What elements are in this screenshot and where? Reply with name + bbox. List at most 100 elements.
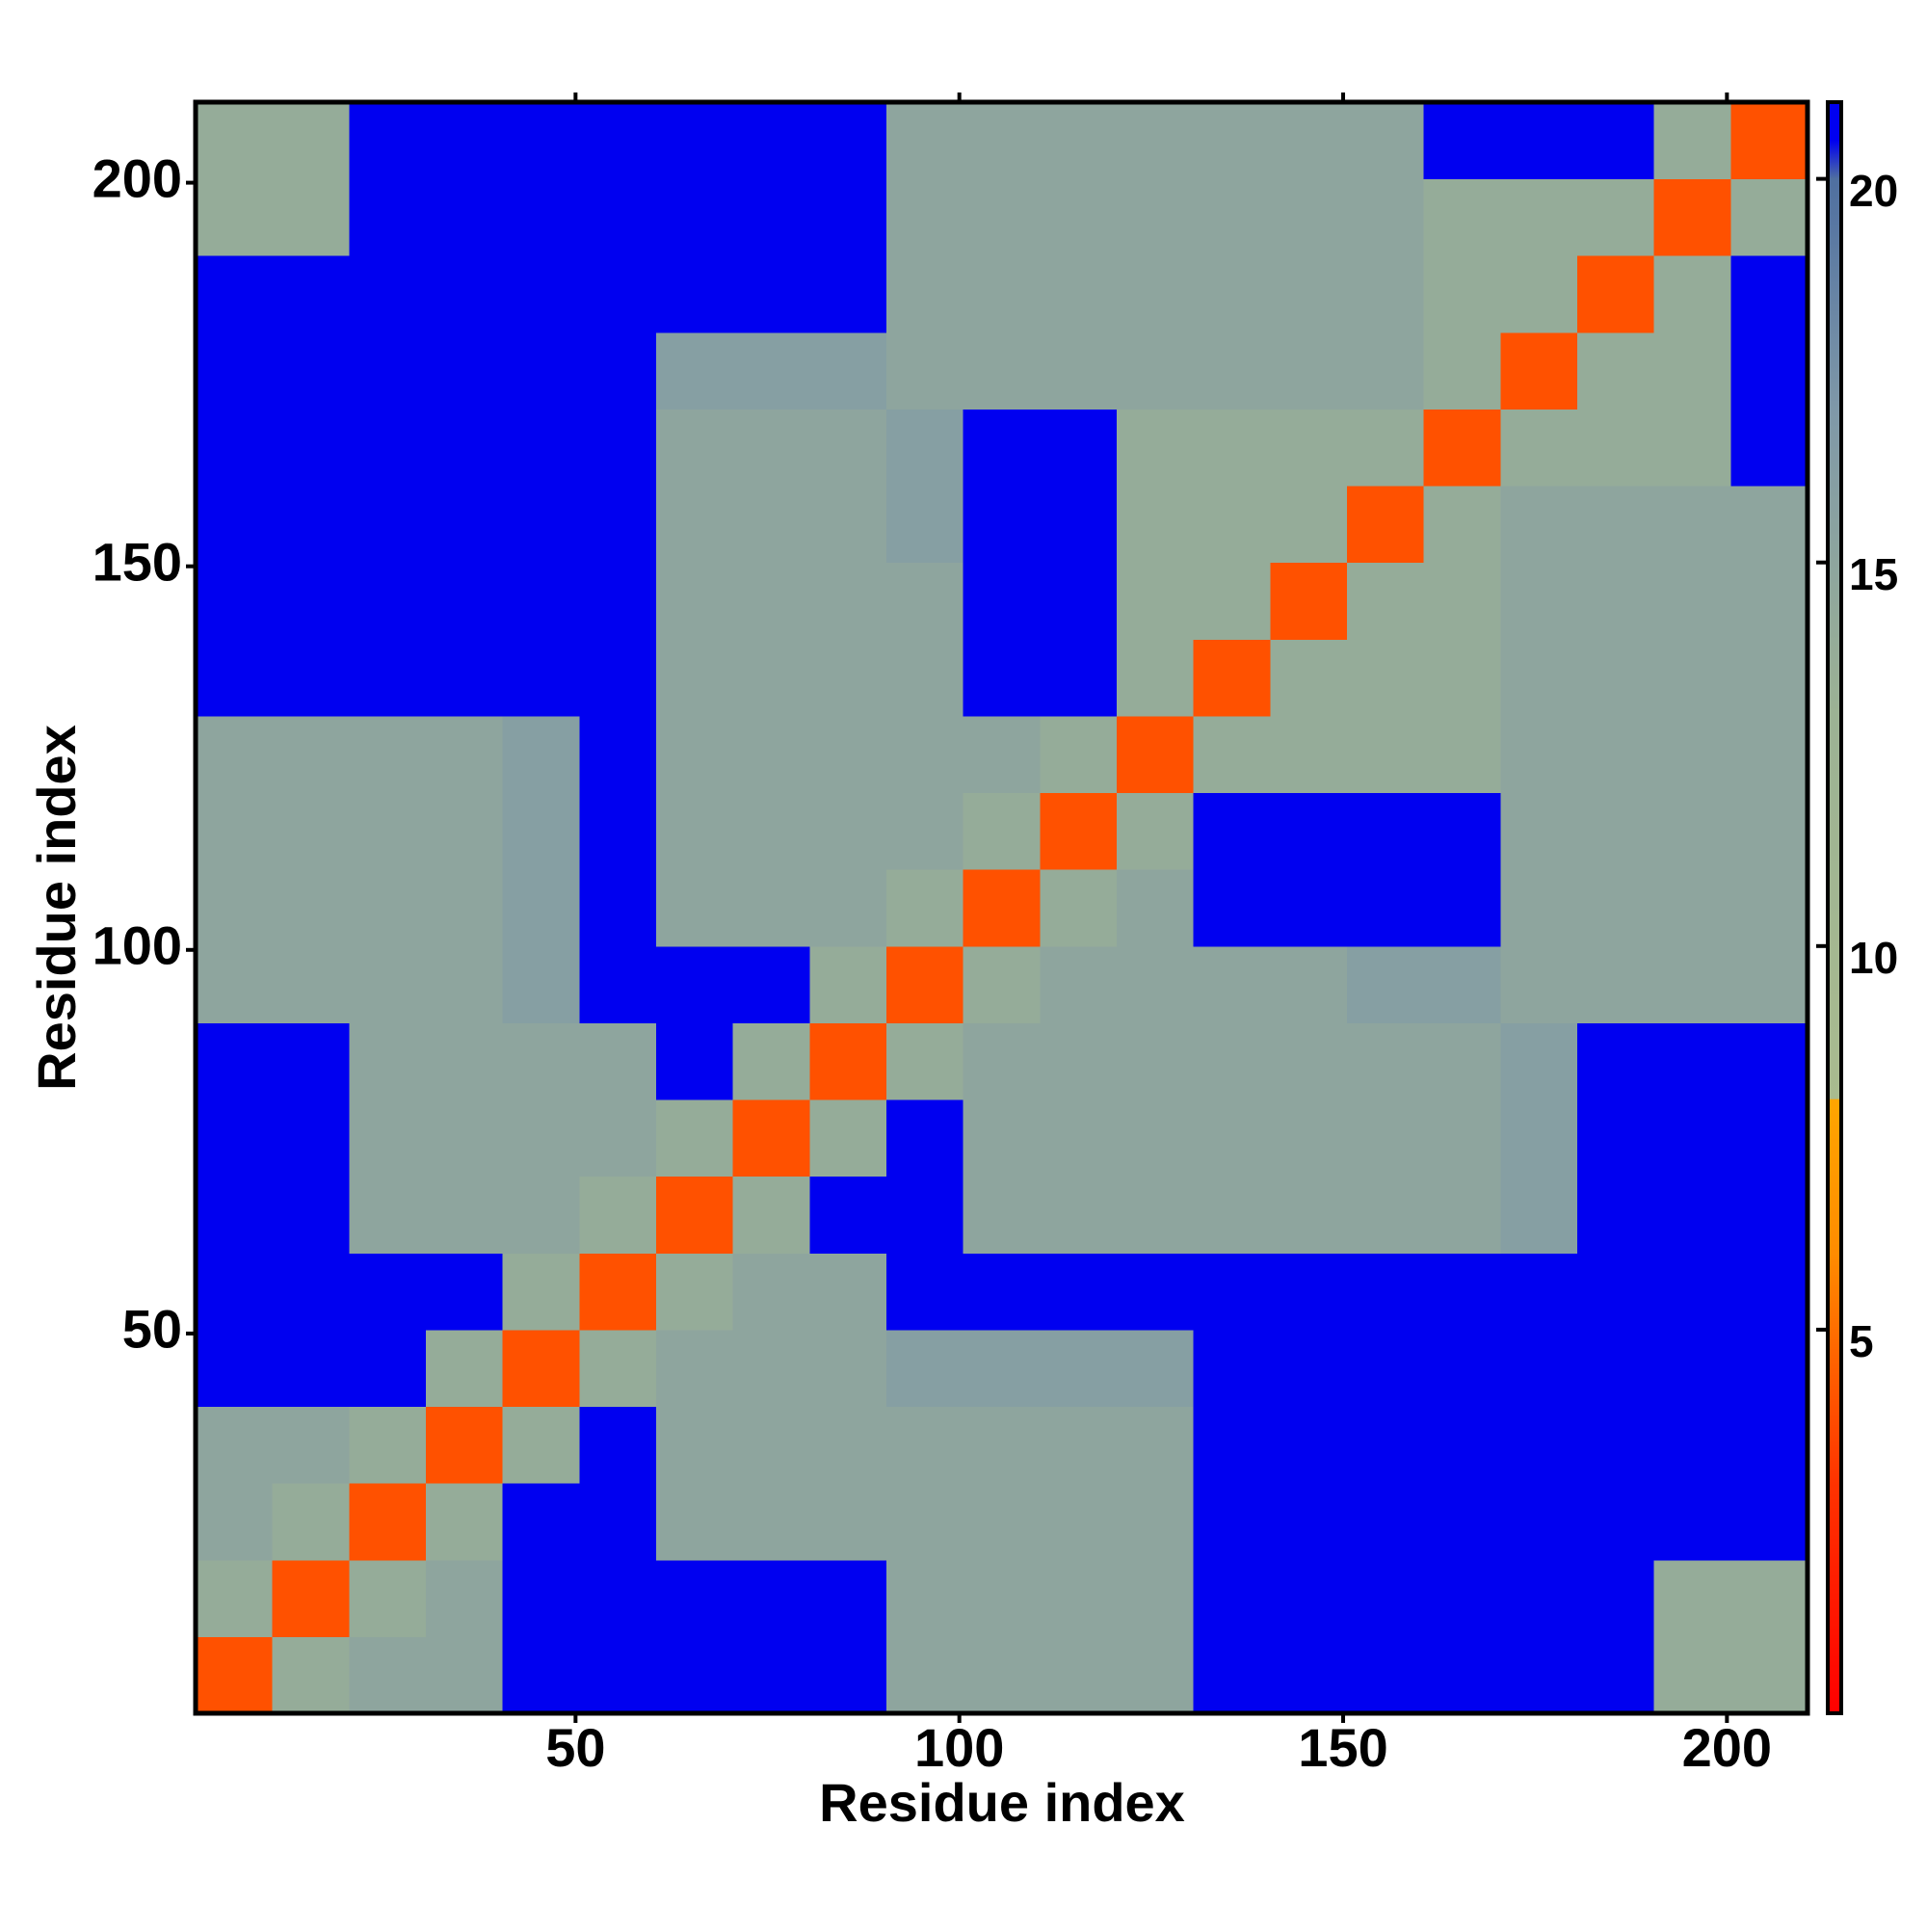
heatmap-cell [1193, 1406, 1271, 1484]
heatmap-cell [196, 255, 274, 333]
heatmap-cell [349, 331, 427, 410]
heatmap-cell [1730, 1022, 1808, 1100]
heatmap-cell [1577, 1559, 1655, 1637]
heatmap-cell [886, 1329, 964, 1408]
heatmap-cell [349, 639, 427, 717]
x-axis-title: Residue index [819, 1772, 1185, 1833]
heatmap-cell [963, 1636, 1041, 1714]
heatmap-cell [886, 1483, 964, 1561]
heatmap-cell [886, 255, 964, 333]
heatmap-cell [809, 1406, 887, 1484]
heatmap-cell [963, 1483, 1041, 1561]
heatmap-cell [656, 486, 734, 564]
heatmap-cell [1040, 409, 1118, 487]
heatmap-cell [1423, 792, 1501, 870]
heatmap-cell [1577, 1329, 1655, 1408]
y-tick-label: 100 [92, 915, 182, 976]
heatmap-cell [809, 945, 887, 1023]
heatmap-cell [1270, 331, 1348, 410]
heatmap-cell [1193, 102, 1271, 180]
heatmap-cell [1500, 1253, 1578, 1331]
heatmap-cell [1117, 945, 1195, 1023]
heatmap-cell [732, 869, 810, 947]
heatmap-cell [886, 486, 964, 564]
heatmap-cell [1653, 869, 1731, 947]
heatmap-cell [1500, 1099, 1578, 1178]
heatmap-cell [656, 409, 734, 487]
heatmap-cell [426, 102, 504, 180]
heatmap-cell [963, 562, 1041, 640]
heatmap-cell [1423, 1636, 1501, 1714]
heatmap-cell [1730, 1253, 1808, 1331]
heatmap-cell [1500, 1329, 1578, 1408]
heatmap-cell [1730, 1329, 1808, 1408]
heatmap-cell [1423, 715, 1501, 794]
heatmap-cell [1040, 715, 1118, 794]
heatmap-cell [656, 331, 734, 410]
heatmap-cell [502, 102, 580, 180]
heatmap-cell [426, 562, 504, 640]
heatmap-cell [1117, 869, 1195, 947]
heatmap-cell [196, 945, 274, 1023]
heatmap-cell [349, 1329, 427, 1408]
heatmap-cell [1730, 178, 1808, 256]
heatmap-cell [1730, 331, 1808, 410]
heatmap-cell [1730, 869, 1808, 947]
heatmap-cell [1347, 486, 1425, 564]
heatmap-cell [1577, 178, 1655, 256]
heatmap-cell [272, 486, 350, 564]
heatmap-cell [426, 1559, 504, 1637]
heatmap-cell [1423, 331, 1501, 410]
heatmap-cell [1270, 1559, 1348, 1637]
heatmap-cell [196, 1176, 274, 1254]
heatmap-cell [1577, 945, 1655, 1023]
x-tick-label: 200 [1682, 1717, 1772, 1778]
heatmap-cell [349, 1559, 427, 1637]
heatmap-cell [1577, 639, 1655, 717]
heatmap-cell [656, 1636, 734, 1714]
heatmap-cell [349, 1099, 427, 1178]
heatmap-cell [579, 486, 657, 564]
heatmap-cell [1423, 178, 1501, 256]
heatmap-cell [1577, 792, 1655, 870]
plot-frame [193, 99, 1810, 1716]
heatmap-cell [963, 1099, 1041, 1178]
heatmap-cell [1577, 562, 1655, 640]
heatmap-cell [809, 486, 887, 564]
heatmap-cell [1730, 792, 1808, 870]
heatmap-cell [579, 1176, 657, 1254]
heatmap-cell [1423, 409, 1501, 487]
heatmap-cell [656, 1253, 734, 1331]
heatmap-cell [1040, 1483, 1118, 1561]
heatmap-cell [1423, 1406, 1501, 1484]
heatmap-cell [1500, 178, 1578, 256]
heatmap-cell [732, 1176, 810, 1254]
heatmap-cell [349, 562, 427, 640]
heatmap-cell [732, 1099, 810, 1178]
heatmap-cell [1193, 331, 1271, 410]
heatmap-cell [1500, 1406, 1578, 1484]
heatmap-cell [502, 1022, 580, 1100]
heatmap-cell [1193, 1176, 1271, 1254]
heatmap-cell [963, 331, 1041, 410]
heatmap-cell [1117, 486, 1195, 564]
heatmap-cell [1040, 869, 1118, 947]
heatmap-cell [426, 869, 504, 947]
heatmap-cell [1193, 1022, 1271, 1100]
heatmap-cell [1577, 486, 1655, 564]
heatmap-cell [426, 255, 504, 333]
heatmap-cell [349, 255, 427, 333]
heatmap-cell [1270, 102, 1348, 180]
heatmap-cell [1653, 945, 1731, 1023]
heatmap-cell [196, 562, 274, 640]
heatmap-cell [349, 102, 427, 180]
heatmap-cell [963, 1559, 1041, 1637]
heatmap-cell [1730, 255, 1808, 333]
heatmap-cell [1270, 715, 1348, 794]
heatmap-cell [1347, 639, 1425, 717]
heatmap-cell [1040, 1329, 1118, 1408]
heatmap-cell [732, 639, 810, 717]
heatmap-cell [1347, 331, 1425, 410]
heatmap-cell [1423, 639, 1501, 717]
heatmap-cell [1423, 1483, 1501, 1561]
